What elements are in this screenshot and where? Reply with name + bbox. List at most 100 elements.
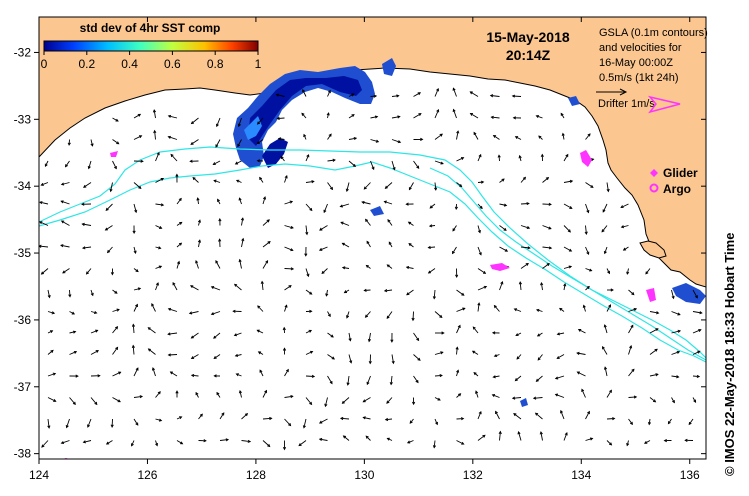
- velocity-arrowhead: [548, 246, 553, 250]
- velocity-arrowhead: [90, 143, 94, 147]
- velocity-vector: [492, 394, 500, 398]
- velocity-arrowhead: [569, 179, 574, 183]
- velocity-arrowhead: [396, 94, 400, 98]
- velocity-arrowhead: [469, 113, 474, 116]
- velocity-arrowhead: [39, 201, 43, 205]
- velocity-vector: [305, 351, 313, 355]
- velocity-arrowhead: [368, 360, 372, 365]
- velocity-vector: [191, 117, 199, 124]
- velocity-arrowhead: [197, 219, 201, 223]
- velocity-vector: [284, 418, 291, 426]
- velocity-vector: [413, 160, 420, 169]
- velocity-arrowhead: [81, 222, 85, 226]
- velocity-arrowhead: [288, 422, 292, 427]
- velocity-vector: [606, 440, 612, 446]
- velocity-arrowhead: [167, 307, 172, 311]
- velocity-vector: [213, 180, 221, 183]
- velocity-vector: [90, 329, 98, 334]
- velocity-arrowhead: [60, 200, 64, 204]
- velocity-arrowhead: [114, 290, 118, 294]
- velocity-arrowhead: [311, 180, 315, 184]
- velocity-arrowhead: [677, 312, 681, 316]
- velocity-arrowhead: [607, 270, 610, 275]
- velocity-arrowhead: [367, 338, 372, 343]
- velocity-arrowhead: [406, 292, 410, 296]
- velocity-arrowhead: [325, 293, 329, 297]
- velocity-vector: [499, 281, 503, 291]
- velocity-vector: [298, 440, 307, 446]
- velocity-vector: [90, 397, 98, 405]
- velocity-arrowhead: [67, 142, 71, 146]
- velocity-vector: [477, 286, 487, 291]
- velocity-vector: [342, 242, 350, 248]
- velocity-arrowhead: [87, 424, 90, 428]
- velocity-arrowhead: [311, 374, 316, 378]
- velocity-arrowhead: [318, 437, 323, 442]
- velocity-arrowhead: [429, 205, 433, 209]
- velocity-arrowhead: [237, 143, 241, 148]
- velocity-vector: [284, 246, 293, 251]
- velocity-vector: [542, 177, 549, 183]
- velocity-arrowhead: [353, 136, 358, 141]
- velocity-arrowhead: [60, 182, 65, 186]
- velocity-arrowhead: [540, 281, 544, 286]
- velocity-arrowhead: [612, 417, 616, 421]
- velocity-vector: [41, 268, 49, 275]
- velocity-arrowhead: [587, 133, 591, 137]
- velocity-vector: [385, 182, 393, 189]
- velocity-vector: [671, 375, 679, 378]
- velocity-arrowhead: [536, 333, 541, 337]
- velocity-vector: [498, 155, 500, 162]
- velocity-arrowhead: [178, 242, 183, 246]
- velocity-arrowhead: [489, 94, 494, 98]
- velocity-arrowhead: [491, 393, 496, 397]
- velocity-vector: [132, 345, 135, 355]
- colorbar-tick-label: 0: [41, 57, 48, 71]
- velocity-arrowhead: [397, 115, 401, 119]
- velocity-arrowhead: [345, 188, 349, 193]
- velocity-arrowhead: [349, 360, 353, 364]
- velocity-arrowhead: [110, 424, 114, 428]
- velocity-vector: [133, 246, 137, 254]
- colorbar-tick-label: 0.6: [164, 57, 181, 71]
- velocity-arrowhead: [233, 283, 238, 287]
- velocity-arrowhead: [391, 360, 395, 365]
- velocity-vector: [601, 225, 608, 233]
- velocity-arrowhead: [454, 206, 458, 211]
- velocity-arrowhead: [569, 206, 573, 209]
- velocity-vector: [626, 268, 629, 275]
- velocity-arrowhead: [203, 439, 207, 443]
- velocity-arrowhead: [327, 313, 331, 318]
- velocity-vector: [456, 307, 465, 312]
- velocity-arrowhead: [199, 413, 203, 417]
- velocity-arrowhead: [155, 282, 159, 286]
- velocity-vector: [585, 268, 592, 272]
- velocity-arrowhead: [262, 196, 267, 200]
- drifter-legend: Drifter 1m/s: [598, 98, 655, 110]
- velocity-arrowhead: [105, 207, 109, 211]
- velocity-vector: [428, 268, 436, 274]
- velocity-arrowhead: [175, 390, 179, 394]
- velocity-vector: [90, 139, 93, 147]
- velocity-arrowhead: [82, 440, 87, 444]
- velocity-vector: [239, 197, 242, 205]
- velocity-arrowhead: [568, 265, 573, 269]
- velocity-vector: [153, 109, 156, 119]
- velocity-vector: [343, 435, 350, 441]
- velocity-arrowhead: [371, 166, 375, 171]
- velocity-vector: [649, 348, 658, 355]
- velocity-vector: [257, 305, 264, 312]
- velocity-arrowhead: [589, 437, 594, 441]
- velocity-vector: [563, 283, 566, 291]
- velocity-arrowhead: [106, 249, 111, 254]
- velocity-vector: [578, 329, 586, 334]
- velocity-arrowhead: [138, 135, 143, 139]
- velocity-arrowhead: [151, 303, 155, 307]
- velocity-arrowhead: [115, 118, 119, 122]
- velocity-arrowhead: [160, 203, 165, 207]
- velocity-arrowhead: [452, 108, 456, 113]
- velocity-arrowhead: [225, 438, 230, 442]
- velocity-vector: [257, 117, 264, 125]
- velocity-vector: [319, 418, 328, 424]
- velocity-vector: [387, 219, 393, 226]
